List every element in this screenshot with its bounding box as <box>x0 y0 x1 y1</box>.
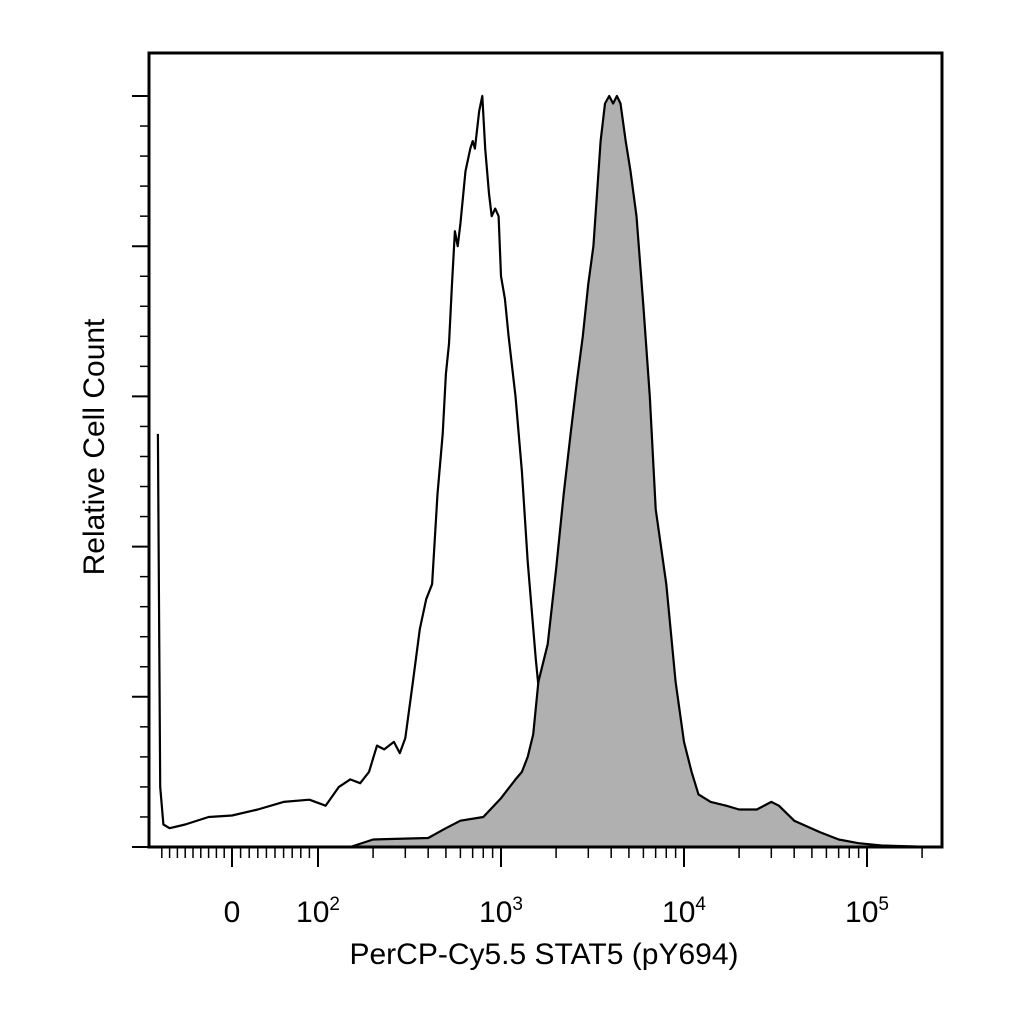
x-axis-label: PerCP-Cy5.5 STAT5 (pY694) <box>349 938 738 971</box>
x-tick-label: 105 <box>845 894 889 929</box>
x-tick-label: 102 <box>296 894 340 929</box>
x-tick-label: 0 <box>224 896 241 929</box>
series-layer <box>156 94 935 849</box>
series-outline-histogram <box>156 94 934 849</box>
ticks-layer <box>132 95 923 867</box>
series-filled-histogram <box>349 94 935 849</box>
tick-labels-layer: 0 102 103 104 105 <box>224 894 889 929</box>
x-tick-label: 103 <box>479 894 523 929</box>
plot-frame <box>147 51 944 849</box>
y-axis-label: Relative Cell Count <box>78 318 111 575</box>
x-tick-label: 104 <box>662 894 706 929</box>
